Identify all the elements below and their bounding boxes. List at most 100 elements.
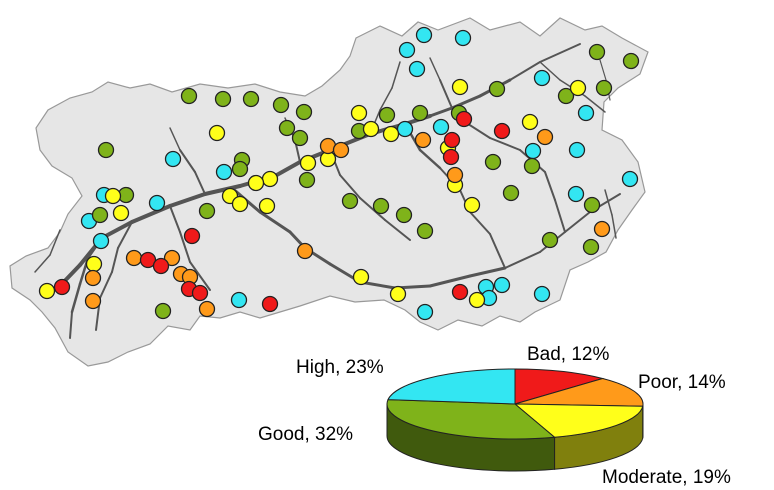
site-high-12 xyxy=(92,232,110,250)
label-high: High, 23% xyxy=(296,357,384,378)
site-good-25 xyxy=(372,197,390,215)
site-high-1 xyxy=(415,26,433,44)
site-moderate-24 xyxy=(468,291,486,309)
site-poor-7 xyxy=(125,249,143,267)
site-high-17 xyxy=(567,185,585,203)
site-high-7 xyxy=(164,150,182,168)
site-poor-6 xyxy=(593,220,611,238)
site-moderate-6 xyxy=(521,113,539,131)
site-bad-2 xyxy=(493,122,511,140)
site-good-31 xyxy=(583,196,601,214)
site-moderate-21 xyxy=(38,282,56,300)
pie-chart xyxy=(386,368,644,472)
site-moderate-13 xyxy=(231,195,249,213)
label-good: Good, 32% xyxy=(258,424,353,445)
site-poor-4 xyxy=(446,166,464,184)
site-high-22 xyxy=(493,276,511,294)
site-moderate-7 xyxy=(208,124,226,142)
site-moderate-4 xyxy=(362,120,380,138)
site-good-19 xyxy=(231,160,249,178)
site-moderate-10 xyxy=(261,170,279,188)
site-poor-12 xyxy=(84,269,102,287)
site-moderate-19 xyxy=(112,204,130,222)
site-high-3 xyxy=(398,41,416,59)
site-good-11 xyxy=(557,87,575,105)
pie-slice-bad xyxy=(514,368,605,405)
site-good-3 xyxy=(242,90,260,108)
site-good-32 xyxy=(541,231,559,249)
site-high-16 xyxy=(568,141,586,159)
site-bad-10 xyxy=(191,284,209,302)
site-high-18 xyxy=(621,170,639,188)
site-moderate-22 xyxy=(352,268,370,286)
site-good-4 xyxy=(272,96,290,114)
site-good-28 xyxy=(484,153,502,171)
site-moderate-5 xyxy=(382,125,400,143)
site-moderate-23 xyxy=(389,285,407,303)
site-good-27 xyxy=(416,222,434,240)
site-bad-8 xyxy=(53,278,71,296)
site-poor-13 xyxy=(84,292,102,310)
site-moderate-20 xyxy=(85,255,103,273)
site-moderate-14 xyxy=(258,197,276,215)
site-good-1 xyxy=(180,87,198,105)
site-good-34 xyxy=(154,302,172,320)
label-poor: Poor, 14% xyxy=(638,372,726,393)
site-good-22 xyxy=(198,202,216,220)
site-high-19 xyxy=(230,291,248,309)
pie-slice-high xyxy=(387,368,516,405)
site-high-2 xyxy=(454,29,472,47)
site-moderate-1 xyxy=(451,78,469,96)
site-moderate-3 xyxy=(350,104,368,122)
pie-slice-moderate xyxy=(513,403,644,438)
label-moderate: Moderate, 19% xyxy=(602,467,731,488)
sampling-sites xyxy=(38,26,640,321)
region-outline xyxy=(9,17,649,367)
site-bad-7 xyxy=(152,257,170,275)
site-good-23 xyxy=(298,171,316,189)
site-good-14 xyxy=(595,79,613,97)
site-high-13 xyxy=(396,120,414,138)
site-good-30 xyxy=(502,184,520,202)
site-good-17 xyxy=(97,141,115,159)
site-good-33 xyxy=(582,238,600,256)
site-bad-12 xyxy=(451,283,469,301)
site-bad-3 xyxy=(443,131,461,149)
site-good-16 xyxy=(291,129,309,147)
site-high-14 xyxy=(432,118,450,136)
site-good-21 xyxy=(91,206,109,224)
site-high-15 xyxy=(524,142,542,160)
pie-slice-poor xyxy=(514,377,644,407)
site-high-24 xyxy=(533,285,551,303)
site-good-29 xyxy=(523,157,541,175)
site-moderate-11 xyxy=(247,174,265,192)
site-moderate-2 xyxy=(569,79,587,97)
site-poor-3 xyxy=(414,131,432,149)
site-high-5 xyxy=(533,69,551,87)
site-good-2 xyxy=(214,90,232,108)
site-high-6 xyxy=(577,104,595,122)
site-high-11 xyxy=(148,194,166,212)
label-bad: Bad, 12% xyxy=(527,344,609,365)
site-good-15 xyxy=(278,119,296,137)
site-bad-1 xyxy=(455,110,473,128)
site-good-5 xyxy=(295,103,313,121)
site-good-12 xyxy=(588,43,606,61)
site-bad-11 xyxy=(261,295,279,313)
site-good-8 xyxy=(411,104,429,122)
site-high-4 xyxy=(408,60,426,78)
site-poor-14 xyxy=(296,242,314,260)
site-moderate-8 xyxy=(299,154,317,172)
site-poor-5 xyxy=(536,128,554,146)
site-poor-8 xyxy=(163,249,181,267)
site-poor-2 xyxy=(332,141,350,159)
site-moderate-18 xyxy=(104,187,122,205)
pie-slice-good xyxy=(386,399,556,440)
site-good-10 xyxy=(488,80,506,98)
site-high-8 xyxy=(215,163,233,181)
site-good-7 xyxy=(378,106,396,124)
site-poor-11 xyxy=(198,300,216,318)
site-good-24 xyxy=(341,192,359,210)
site-moderate-17 xyxy=(463,196,481,214)
